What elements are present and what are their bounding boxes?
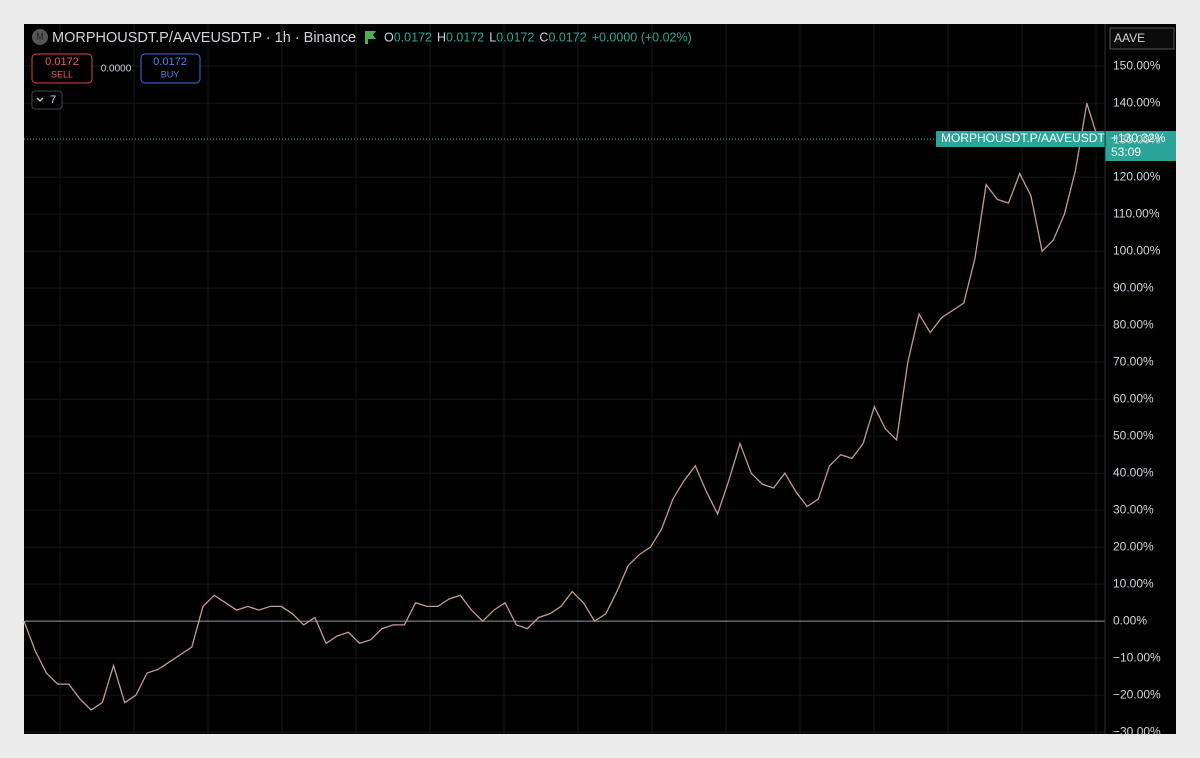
flag-icon[interactable] <box>365 31 376 44</box>
indicators-count: 7 <box>50 94 56 106</box>
bar-countdown: 53:09 <box>1111 145 1141 159</box>
symbol-logo-letter: M <box>36 31 44 41</box>
y-tick-label: 0.00% <box>1113 613 1147 627</box>
symbol-search-text: AAVE <box>1114 31 1145 45</box>
y-tick-label: 20.00% <box>1113 539 1154 553</box>
current-price-label: +130.32% <box>1111 131 1166 145</box>
current-price-tag <box>1105 130 1176 161</box>
y-tick-label: −20.00% <box>1113 687 1161 701</box>
y-tick-label: 80.00% <box>1113 317 1154 331</box>
y-tick-label: 40.00% <box>1113 465 1154 479</box>
price-line <box>23 103 1099 711</box>
y-tick-label: −10.00% <box>1113 650 1161 664</box>
y-tick-label: 70.00% <box>1113 354 1154 368</box>
y-tick-label: 140.00% <box>1113 95 1161 109</box>
series-name-tag <box>936 130 1105 147</box>
ohlc-change: +0.0000 (+0.02%) <box>592 30 692 44</box>
buy-label: BUY <box>161 69 180 79</box>
ohlc-value: 0.0172 <box>394 30 432 44</box>
ohlc-value: 0.0172 <box>446 30 484 44</box>
spread: 0.0000 <box>101 64 132 75</box>
y-tick-label: 60.00% <box>1113 391 1154 405</box>
y-tick-label: 50.00% <box>1113 428 1154 442</box>
sell-label: SELL <box>51 69 73 79</box>
ohlc: O 0.0172 H 0.0172 L 0.0172 C 0.0172 +0.0000 (+0.… <box>384 30 692 44</box>
chevron-icon <box>36 97 44 102</box>
sell-button[interactable] <box>31 53 93 84</box>
indicators-toggle[interactable] <box>31 90 63 110</box>
ohlc-key: C <box>539 30 548 44</box>
sell-price: 0.0172 <box>45 56 79 68</box>
symbol-title[interactable]: MORPHOUSDT.P/AAVEUSDT.P · 1h · Binance <box>52 30 356 46</box>
ohlc-key: O <box>384 30 394 44</box>
y-tick-label: −30.00% <box>1113 724 1161 738</box>
y-tick-label: 130.00% <box>1113 132 1161 146</box>
symbol-logo <box>32 29 48 45</box>
ohlc-value: 0.0172 <box>496 30 534 44</box>
y-tick-label: 150.00% <box>1113 58 1161 72</box>
grid <box>24 24 1105 734</box>
buy-button[interactable] <box>140 53 201 84</box>
symbol-search[interactable] <box>1109 27 1175 50</box>
price-axis: −30.00% −20.00% −10.00% 0.00% 10.00% 20.00% 30… <box>1113 58 1161 738</box>
series-name-tag-text: MORPHOUSDT.P/AAVEUSDT.P <box>941 131 1115 145</box>
ohlc-value: 0.0172 <box>548 30 586 44</box>
y-tick-label: 90.00% <box>1113 280 1154 294</box>
y-tick-label: 120.00% <box>1113 169 1161 183</box>
plot: MORPHOUSDT.P/AAVEUSDT.P+130.32%53:09 <box>23 103 1176 711</box>
y-tick-label: 110.00% <box>1113 206 1160 220</box>
y-tick-label: 30.00% <box>1113 502 1154 516</box>
ohlc-key: H <box>437 30 446 44</box>
ohlc-key: L <box>489 30 496 44</box>
y-tick-label: 100.00% <box>1113 243 1161 257</box>
buy-price: 0.0172 <box>153 56 187 68</box>
y-tick-label: 10.00% <box>1113 576 1154 590</box>
